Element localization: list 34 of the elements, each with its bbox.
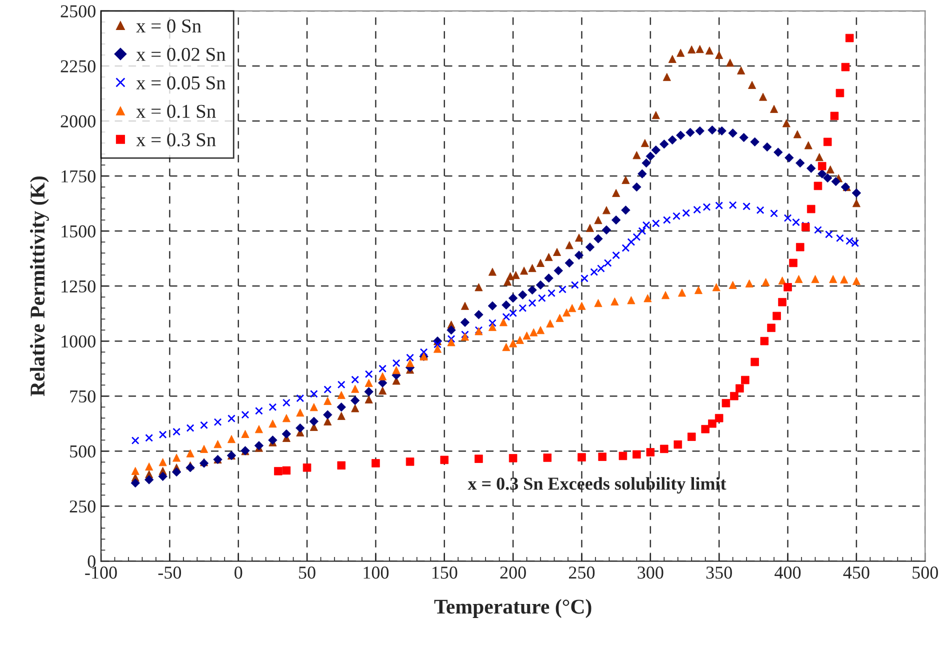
y-tick-label: 2500 bbox=[60, 5, 96, 18]
x-tick-label: 50 bbox=[299, 566, 316, 579]
x-tick-label: 150 bbox=[432, 566, 458, 579]
point bbox=[694, 286, 703, 294]
y-axis-title: Relative Permittivity (K) bbox=[30, 176, 49, 396]
y-tick-label: 1250 bbox=[62, 280, 96, 292]
y-tick-label: 250 bbox=[70, 500, 96, 513]
x-tick-label: 100 bbox=[364, 566, 389, 579]
legend-label: x = 0.05 Sn bbox=[136, 76, 226, 90]
x-tick-label: 450 bbox=[843, 566, 870, 579]
y-tick-label: 1500 bbox=[62, 225, 96, 238]
y-tick-label: 2000 bbox=[60, 115, 96, 128]
x-tick-label: 0 bbox=[234, 566, 242, 579]
y-tick-label: 0 bbox=[88, 555, 96, 568]
legend-label: x = 0 Sn bbox=[136, 19, 202, 33]
y-tick-label: 750 bbox=[70, 390, 96, 403]
y-tick-label: 1000 bbox=[62, 335, 96, 348]
legend-label: x = 0.02 Sn bbox=[136, 48, 226, 62]
y-tick-label: 500 bbox=[70, 445, 96, 458]
legend-label: x = 0.3 Sn bbox=[136, 133, 216, 146]
x-tick-label: 400 bbox=[774, 566, 801, 579]
legend-label: x = 0.1 Sn bbox=[136, 104, 216, 118]
x-axis-title: Temperature (°C) bbox=[434, 599, 592, 618]
x-tick-label: 250 bbox=[568, 566, 595, 579]
y-tick-label: 2250 bbox=[60, 60, 96, 72]
x-tick-label: 500 bbox=[912, 566, 938, 579]
x-tick-label: 300 bbox=[638, 566, 664, 579]
y-tick-label: 1750 bbox=[62, 170, 96, 182]
x-tick-label: 200 bbox=[500, 566, 526, 579]
point bbox=[241, 430, 250, 438]
annotation: x = 0.3 Sn Exceeds solubility limit bbox=[468, 477, 726, 494]
x-tick-label: -100 bbox=[85, 566, 117, 579]
x-tick-label: 350 bbox=[706, 566, 732, 579]
x-tick-label: -50 bbox=[158, 566, 182, 579]
